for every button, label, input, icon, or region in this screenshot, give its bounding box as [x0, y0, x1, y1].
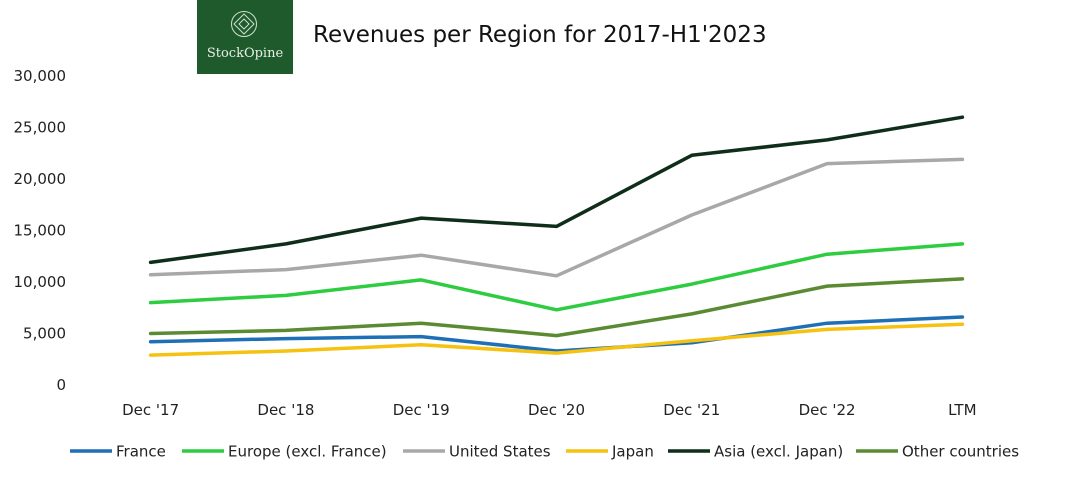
legend-label: Asia (excl. Japan)	[714, 443, 843, 461]
chart-title: Revenues per Region for 2017-H1'2023	[313, 22, 767, 48]
x-tick-label: Dec '22	[799, 401, 856, 419]
logo-brand-text: StockOpine	[206, 46, 284, 61]
legend-label: Europe (excl. France)	[228, 443, 387, 461]
series-line-europe-excl-france	[148, 242, 965, 312]
x-tick-label: Dec '19	[393, 401, 450, 419]
legend-item: France	[70, 443, 166, 461]
legend-label: Japan	[611, 443, 654, 461]
x-tick-label: Dec '20	[528, 401, 585, 419]
series-line-japan	[148, 322, 965, 357]
series-line-asia-excl-japan	[148, 115, 965, 265]
legend-label: Other countries	[902, 443, 1019, 461]
x-tick-label: Dec '17	[122, 401, 179, 419]
x-axis: Dec '17 Dec '18 Dec '19 Dec '20 Dec '21 Dec '…	[122, 401, 976, 419]
diamond-logo-icon	[231, 11, 257, 37]
legend-item: Europe (excl. France)	[182, 443, 387, 461]
x-tick-label: Dec '18	[257, 401, 314, 419]
y-tick-label: 5,000	[23, 325, 66, 343]
x-tick-label: LTM	[948, 401, 976, 419]
legend-label: United States	[449, 443, 551, 461]
y-tick-label: 20,000	[14, 170, 67, 188]
legend-item: Other countries	[856, 443, 1019, 461]
y-tick-label: 0	[56, 376, 66, 394]
y-tick-label: 30,000	[14, 67, 67, 85]
series-line-united-states	[148, 157, 965, 278]
y-tick-label: 25,000	[14, 119, 67, 137]
legend-item: Asia (excl. Japan)	[668, 443, 843, 461]
legend-item: Japan	[566, 443, 654, 461]
series-lines	[148, 115, 965, 357]
legend: France Europe (excl. France) United States…	[70, 443, 1019, 461]
y-tick-label: 10,000	[14, 273, 67, 291]
stockopine-logo: StockOpine	[197, 0, 293, 74]
series-line-france	[148, 315, 965, 353]
legend-label: France	[116, 443, 166, 461]
y-tick-label: 15,000	[14, 222, 67, 240]
legend-item: United States	[403, 443, 551, 461]
y-axis: 0 5,000 10,000 15,000 20,000 25,000 30,000	[14, 67, 67, 394]
x-tick-label: Dec '21	[663, 401, 720, 419]
series-line-other-countries	[148, 277, 965, 338]
